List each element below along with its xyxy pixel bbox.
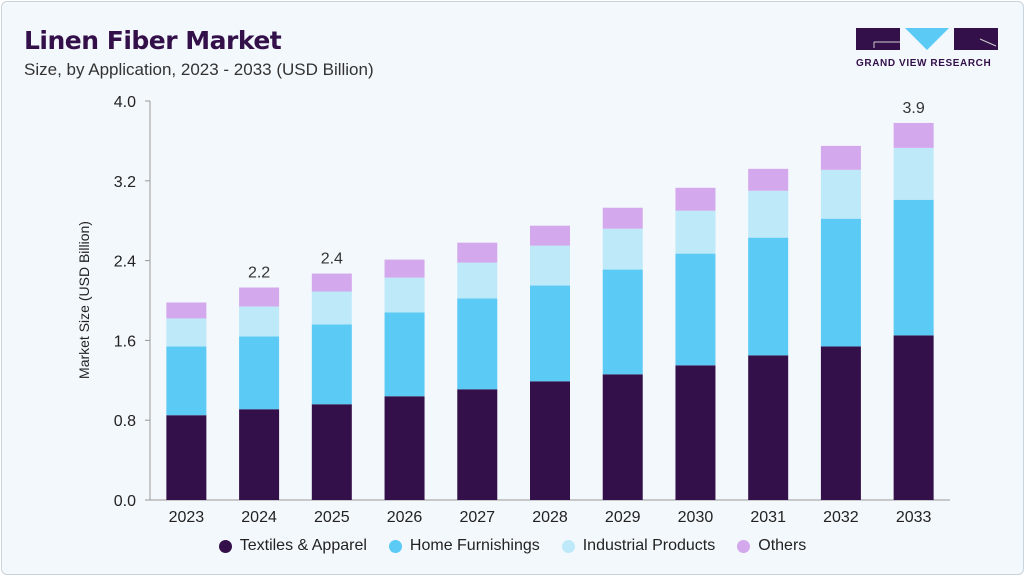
x-tick-label: 2025 [314, 509, 350, 526]
y-tick-label: 0.0 [114, 493, 136, 510]
bar-segment-others [748, 168, 789, 191]
bar-segment-others [530, 225, 570, 246]
bar-segment-others [311, 273, 352, 292]
x-tick-label: 2031 [750, 509, 786, 526]
bar-segment-industrial-products [457, 262, 498, 299]
y-tick-label: 0.8 [114, 413, 136, 430]
bar-segment-home-furnishings [311, 324, 352, 405]
x-tick-label: 2030 [678, 509, 714, 526]
bar-segment-others [166, 302, 207, 319]
bar-segment-textiles-apparel [166, 415, 207, 500]
bar-segment-others [820, 145, 861, 170]
bar-segment-industrial-products [820, 169, 861, 219]
legend-item: Others [737, 537, 806, 555]
bar-segment-textiles-apparel [820, 346, 861, 500]
bar-segment-industrial-products [239, 306, 280, 337]
bar-segment-industrial-products [530, 245, 570, 286]
bar-segment-industrial-products [748, 190, 789, 238]
bar-segment-industrial-products [384, 277, 425, 313]
x-tick-label: 2026 [387, 509, 423, 526]
bar-segment-home-furnishings [820, 218, 861, 347]
bar-segment-industrial-products [311, 291, 352, 325]
bar-segment-home-furnishings [893, 199, 934, 336]
legend-dot-icon [218, 539, 232, 553]
legend-dot-icon [737, 539, 751, 553]
bar-segment-home-furnishings [457, 298, 498, 390]
bar-segment-textiles-apparel [457, 389, 498, 500]
legend-label: Others [758, 537, 807, 554]
bar-segment-others [239, 287, 280, 307]
bar-segment-others [602, 207, 643, 229]
data-label: 2.4 [321, 251, 343, 268]
legend: Textiles & Apparel Home Furnishings Indust… [0, 537, 1025, 555]
bar-segment-home-furnishings [166, 346, 207, 416]
y-axis-label: Market Size (USD Billion) [76, 221, 92, 379]
bar-segment-textiles-apparel [384, 396, 425, 500]
bar-segment-textiles-apparel [675, 365, 716, 500]
y-tick-label: 2.4 [114, 254, 136, 271]
bar-segment-home-furnishings [530, 285, 570, 382]
y-tick-label: 1.6 [114, 333, 136, 350]
y-tick-label: 4.0 [114, 94, 136, 111]
logo-text: GRAND VIEW RESEARCH [856, 58, 992, 69]
bar-segment-industrial-products [166, 318, 207, 347]
data-label: 2.2 [248, 265, 270, 282]
legend-label: Industrial Products [582, 537, 716, 554]
x-tick-label: 2029 [605, 509, 641, 526]
bar-segment-industrial-products [675, 210, 716, 254]
legend-item: Home Furnishings [388, 537, 540, 555]
data-label: 3.9 [903, 100, 925, 117]
bar-segment-textiles-apparel [748, 355, 789, 500]
bar-segment-others [384, 259, 425, 278]
bar-segment-textiles-apparel [602, 374, 643, 500]
legend-item: Industrial Products [561, 537, 716, 555]
legend-label: Home Furnishings [409, 537, 540, 554]
x-tick-label: 2024 [241, 509, 277, 526]
bar-segment-textiles-apparel [311, 404, 352, 500]
chart-subtitle: Size, by Application, 2023 - 2033 (USD B… [24, 60, 374, 79]
bar-segment-textiles-apparel [893, 335, 934, 500]
x-tick-label: 2027 [459, 509, 495, 526]
legend-dot-icon [388, 539, 402, 553]
bar-segment-home-furnishings [384, 312, 425, 397]
y-tick-label: 3.2 [114, 174, 136, 191]
x-tick-label: 2033 [896, 509, 932, 526]
bar-segment-industrial-products [893, 147, 934, 200]
bar-segment-home-furnishings [748, 237, 789, 356]
bar-segment-industrial-products [602, 228, 643, 270]
bar-segment-others [675, 187, 716, 211]
legend-label: Textiles & Apparel [239, 537, 367, 554]
chart-title: Linen Fiber Market [24, 26, 282, 55]
bar-segment-home-furnishings [675, 253, 716, 366]
bar-segment-textiles-apparel [239, 409, 280, 500]
grand-view-research-logo [856, 28, 998, 50]
x-tick-label: 2028 [532, 509, 568, 526]
bar-segment-home-furnishings [239, 336, 280, 410]
bar-segment-others [893, 122, 934, 148]
bar-segment-home-furnishings [602, 269, 643, 375]
legend-dot-icon [561, 539, 575, 553]
x-tick-label: 2032 [823, 509, 859, 526]
bar-segment-others [457, 242, 498, 263]
legend-item: Textiles & Apparel [218, 537, 367, 555]
bar-segment-textiles-apparel [530, 381, 570, 500]
x-tick-label: 2023 [169, 509, 205, 526]
